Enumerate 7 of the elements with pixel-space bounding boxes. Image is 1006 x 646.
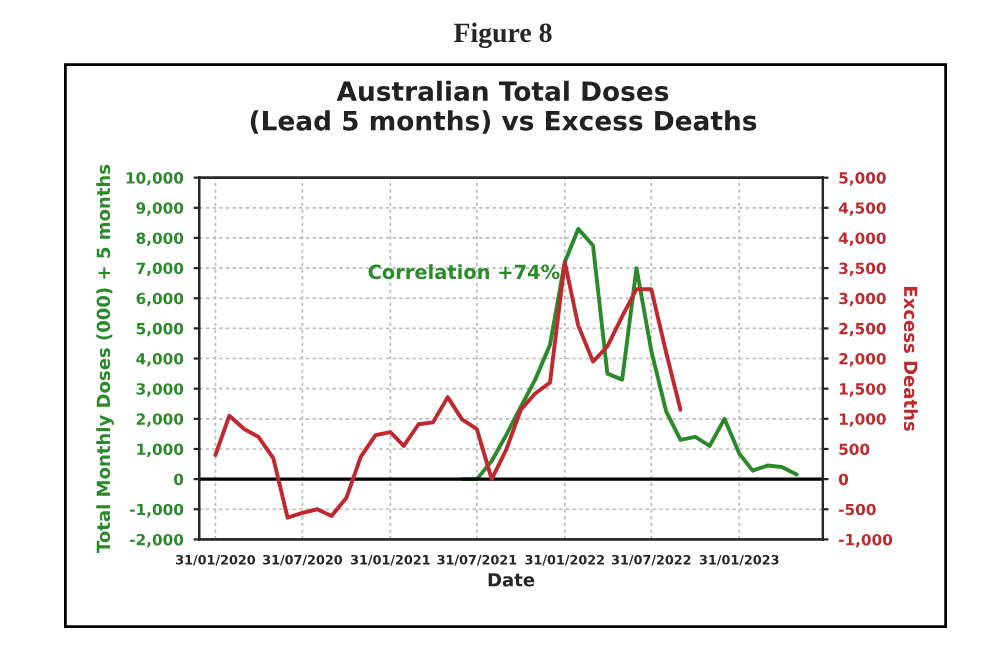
chart-title: Figure 8	[453, 22, 552, 49]
y-axis-title: Total Monthly Doses (000) + 5 months	[96, 164, 114, 553]
chart-subtitle: Australian Total Doses (Lead 5 months) vs Excess Deaths	[250, 80, 757, 134]
x-axis-title: Date	[488, 573, 535, 587]
y2-axis-title: Excess Deaths	[903, 287, 918, 431]
annotation: Correlation +74%	[368, 264, 560, 280]
line-series	[213, 260, 683, 520]
